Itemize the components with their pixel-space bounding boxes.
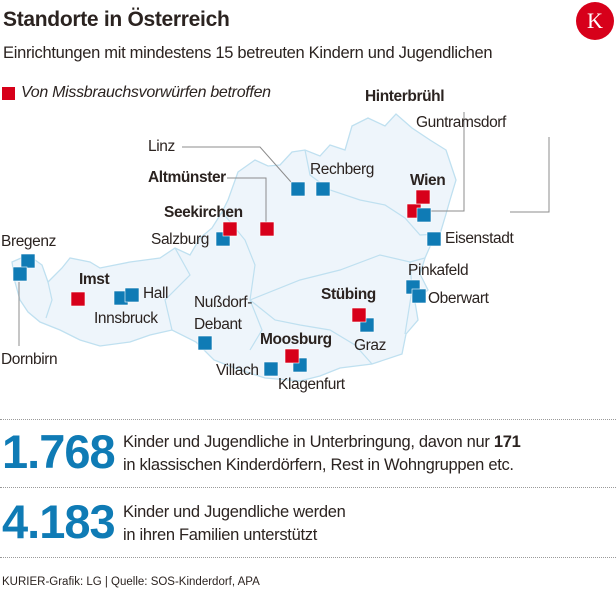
marker-guntramsdorf xyxy=(416,207,432,223)
divider xyxy=(0,557,616,558)
label-klagenfurt: Klagenfurt xyxy=(278,376,345,393)
label-salzburg: Salzburg xyxy=(151,231,209,248)
label-imst: Imst xyxy=(79,271,110,288)
marker-wien xyxy=(415,189,431,205)
label-eisenstadt: Eisenstadt xyxy=(445,230,514,247)
legend-swatch-affected xyxy=(2,87,15,100)
austria-outline xyxy=(11,113,457,382)
label-oberwart: Oberwart xyxy=(428,290,489,307)
label-guntramsdorf: Guntramsdorf xyxy=(416,114,506,131)
label-stuebing: Stübing xyxy=(321,286,376,303)
marker-imst xyxy=(70,291,86,307)
marker-hall xyxy=(124,287,140,303)
austria-map xyxy=(11,112,550,382)
label-rechberg: Rechberg xyxy=(310,161,375,178)
marker-stuebing xyxy=(351,307,367,323)
label-wien: Wien xyxy=(410,172,446,189)
label-seekirchen: Seekirchen xyxy=(164,204,243,221)
stat-line: Kinder und Jugendliche in Unterbringung,… xyxy=(123,433,494,451)
marker-bregenz xyxy=(20,253,36,269)
stat-text-familien: Kinder und Jugendliche werden in ihren F… xyxy=(123,501,346,547)
label-nussdorf: Nußdorf- xyxy=(194,294,252,311)
marker-seekirchen xyxy=(222,221,238,237)
marker-oberwart xyxy=(411,288,427,304)
kurier-logo: K xyxy=(576,2,614,40)
marker-moosburg xyxy=(284,348,300,364)
stat-value-familien: 4.183 xyxy=(2,495,116,548)
label-moosburg: Moosburg xyxy=(260,331,332,348)
label-villach: Villach xyxy=(216,362,259,379)
divider xyxy=(0,487,616,488)
label-dornbirn: Dornbirn xyxy=(1,351,58,368)
label-altmuenster: Altmünster xyxy=(148,169,226,186)
label-hinterbruehl: Hinterbrühl xyxy=(365,88,445,105)
label-innsbruck: Innsbruck xyxy=(94,310,158,327)
page-subtitle: Einrichtungen mit mindestens 15 betreute… xyxy=(3,44,493,62)
stat-text-unterbringung: Kinder und Jugendliche in Unterbringung,… xyxy=(123,431,521,477)
label-hall: Hall xyxy=(143,285,169,302)
label-bregenz: Bregenz xyxy=(1,233,56,250)
legend-label: Von Missbrauchsvorwürfen betroffen xyxy=(21,84,271,101)
marker-rechberg xyxy=(315,181,331,197)
stat-highlight: 171 xyxy=(493,433,521,451)
label-debant: Debant xyxy=(194,316,242,333)
stat-line: in klassischen Kinderdörfern, Rest in Wo… xyxy=(123,456,514,474)
page-title: Standorte in Österreich xyxy=(3,8,230,31)
source-credit: KURIER-Grafik: LG | Quelle: SOS-Kinderdo… xyxy=(2,576,260,588)
divider xyxy=(0,419,616,420)
marker-dornbirn xyxy=(12,266,28,282)
stat-value-unterbringung: 1.768 xyxy=(2,425,116,478)
marker-linz xyxy=(290,181,306,197)
marker-eisenstadt xyxy=(426,231,442,247)
stat-line: Kinder und Jugendliche werden xyxy=(123,503,346,521)
stat-line: in ihren Familien unterstützt xyxy=(123,526,317,544)
label-graz: Graz xyxy=(354,337,386,354)
marker-nussdorf-debant xyxy=(197,335,213,351)
marker-villach xyxy=(263,361,279,377)
label-pinkafeld: Pinkafeld xyxy=(408,262,469,279)
label-linz: Linz xyxy=(148,138,175,155)
state-borders xyxy=(45,149,441,365)
marker-altmuenster xyxy=(259,221,275,237)
